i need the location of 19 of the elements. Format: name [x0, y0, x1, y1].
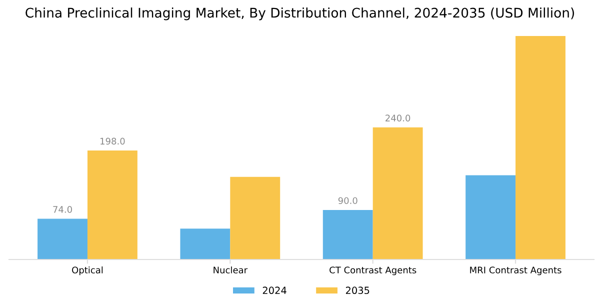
x-tick-label: Nuclear: [214, 266, 248, 274]
data-label: 74.0: [53, 206, 72, 213]
bar: [466, 175, 516, 260]
bar: [516, 36, 566, 260]
legend-label: 2035: [346, 286, 370, 294]
x-tick-label: Optical: [72, 266, 103, 276]
chart-title: China Preclinical Imaging Market, By Distribution Channel, 2024-2035 (USD Million): [26, 8, 574, 20]
x-tick-label: MRI Contrast Agents: [470, 266, 562, 276]
bar: [230, 176, 280, 260]
data-label: 240.0: [386, 114, 410, 122]
bar: [87, 150, 138, 260]
bar: [38, 218, 88, 260]
legend-label: 2024: [262, 286, 286, 294]
bar: [322, 210, 373, 260]
bar: [180, 228, 230, 260]
bar: [372, 127, 423, 260]
x-tick-label: CT Contrast Agents: [330, 266, 416, 276]
data-label: 198.0: [100, 138, 125, 145]
data-label: 90.0: [338, 197, 358, 204]
